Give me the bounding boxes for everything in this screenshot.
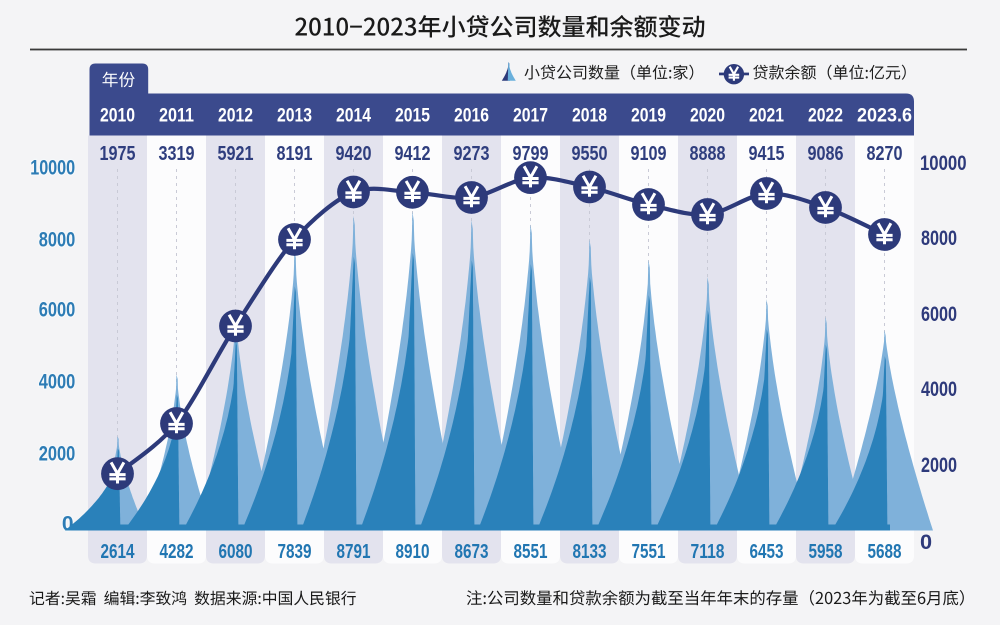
svg-text:9273: 9273 bbox=[454, 143, 490, 165]
svg-text:9086: 9086 bbox=[808, 143, 844, 165]
svg-text:2010: 2010 bbox=[100, 105, 135, 127]
svg-text:2020: 2020 bbox=[690, 105, 725, 127]
svg-text:7839: 7839 bbox=[278, 541, 312, 563]
svg-text:2019: 2019 bbox=[631, 105, 666, 127]
svg-text:8673: 8673 bbox=[455, 541, 489, 563]
svg-text:8270: 8270 bbox=[867, 143, 903, 165]
svg-text:2023.6: 2023.6 bbox=[857, 105, 912, 127]
svg-text:10000: 10000 bbox=[920, 150, 967, 175]
svg-text:2000: 2000 bbox=[921, 452, 957, 477]
svg-text:8191: 8191 bbox=[277, 143, 313, 165]
svg-text:2018: 2018 bbox=[572, 105, 607, 127]
svg-text:2022: 2022 bbox=[808, 105, 843, 127]
svg-text:8000: 8000 bbox=[921, 225, 957, 250]
svg-text:9799: 9799 bbox=[513, 143, 549, 165]
svg-text:8910: 8910 bbox=[396, 541, 430, 563]
svg-text:2000: 2000 bbox=[39, 443, 76, 466]
svg-text:8551: 8551 bbox=[514, 541, 548, 563]
svg-text:2014: 2014 bbox=[336, 105, 371, 127]
svg-text:2011: 2011 bbox=[159, 105, 194, 127]
svg-text:0: 0 bbox=[62, 513, 74, 536]
svg-text:10000: 10000 bbox=[30, 157, 75, 180]
svg-text:5688: 5688 bbox=[868, 541, 902, 563]
svg-text:4000: 4000 bbox=[921, 376, 957, 401]
svg-text:3319: 3319 bbox=[159, 143, 195, 165]
svg-text:5921: 5921 bbox=[218, 143, 254, 165]
svg-text:7551: 7551 bbox=[632, 541, 666, 563]
svg-text:6453: 6453 bbox=[750, 541, 784, 563]
svg-text:1975: 1975 bbox=[100, 143, 136, 165]
svg-text:2017: 2017 bbox=[513, 105, 548, 127]
svg-text:8133: 8133 bbox=[573, 541, 607, 563]
svg-text:2013: 2013 bbox=[277, 105, 312, 127]
svg-text:5958: 5958 bbox=[809, 541, 843, 563]
svg-text:7118: 7118 bbox=[691, 541, 725, 563]
svg-text:6080: 6080 bbox=[219, 541, 253, 563]
svg-text:4000: 4000 bbox=[39, 371, 76, 394]
svg-text:6000: 6000 bbox=[39, 299, 76, 322]
svg-text:9109: 9109 bbox=[631, 143, 667, 165]
svg-text:2012: 2012 bbox=[218, 105, 253, 127]
svg-text:8888: 8888 bbox=[690, 143, 726, 165]
svg-text:2015: 2015 bbox=[395, 105, 430, 127]
svg-text:2021: 2021 bbox=[749, 105, 784, 127]
svg-text:9412: 9412 bbox=[395, 143, 431, 165]
svg-text:9415: 9415 bbox=[749, 143, 785, 165]
svg-text:8000: 8000 bbox=[39, 229, 76, 252]
svg-text:2614: 2614 bbox=[101, 541, 136, 563]
svg-text:2016: 2016 bbox=[454, 105, 489, 127]
svg-text:6000: 6000 bbox=[921, 301, 957, 326]
svg-text:4282: 4282 bbox=[160, 541, 194, 563]
svg-text:9420: 9420 bbox=[336, 143, 372, 165]
svg-text:8791: 8791 bbox=[337, 541, 371, 563]
svg-text:0: 0 bbox=[920, 529, 932, 554]
svg-text:9550: 9550 bbox=[572, 143, 608, 165]
